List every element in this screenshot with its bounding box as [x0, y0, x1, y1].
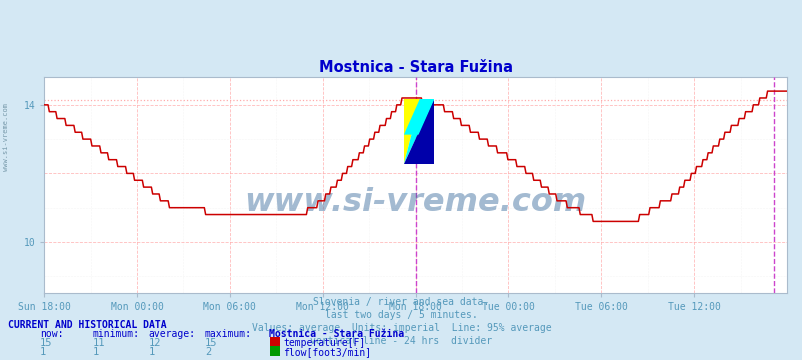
Text: flow[foot3/min]: flow[foot3/min]	[283, 347, 371, 357]
Polygon shape	[403, 99, 419, 135]
Text: 15: 15	[205, 338, 217, 348]
Text: Mostnica - Stara Fužina: Mostnica - Stara Fužina	[269, 329, 403, 339]
Polygon shape	[403, 99, 434, 164]
Text: last two days / 5 minutes.: last two days / 5 minutes.	[325, 310, 477, 320]
Text: minimum:: minimum:	[92, 329, 140, 339]
Text: 1: 1	[92, 347, 99, 357]
Text: average:: average:	[148, 329, 196, 339]
Text: 1: 1	[40, 347, 47, 357]
Text: vertical line - 24 hrs  divider: vertical line - 24 hrs divider	[310, 336, 492, 346]
Polygon shape	[403, 99, 434, 164]
Text: www.si-vreme.com: www.si-vreme.com	[3, 103, 9, 171]
Text: maximum:: maximum:	[205, 329, 252, 339]
Text: 15: 15	[40, 338, 53, 348]
Text: temperature[F]: temperature[F]	[283, 338, 365, 348]
Text: 2: 2	[205, 347, 211, 357]
Text: www.si-vreme.com: www.si-vreme.com	[244, 187, 586, 218]
Text: 1: 1	[148, 347, 155, 357]
Text: now:: now:	[40, 329, 63, 339]
Text: Slovenia / river and sea data.: Slovenia / river and sea data.	[313, 297, 489, 307]
Title: Mostnica - Stara Fužina: Mostnica - Stara Fužina	[318, 60, 512, 75]
Text: 11: 11	[92, 338, 105, 348]
Polygon shape	[403, 99, 434, 135]
Text: 12: 12	[148, 338, 161, 348]
Text: CURRENT AND HISTORICAL DATA: CURRENT AND HISTORICAL DATA	[8, 320, 167, 330]
Polygon shape	[403, 99, 420, 164]
Text: Values: average  Units: imperial  Line: 95% average: Values: average Units: imperial Line: 95…	[251, 323, 551, 333]
